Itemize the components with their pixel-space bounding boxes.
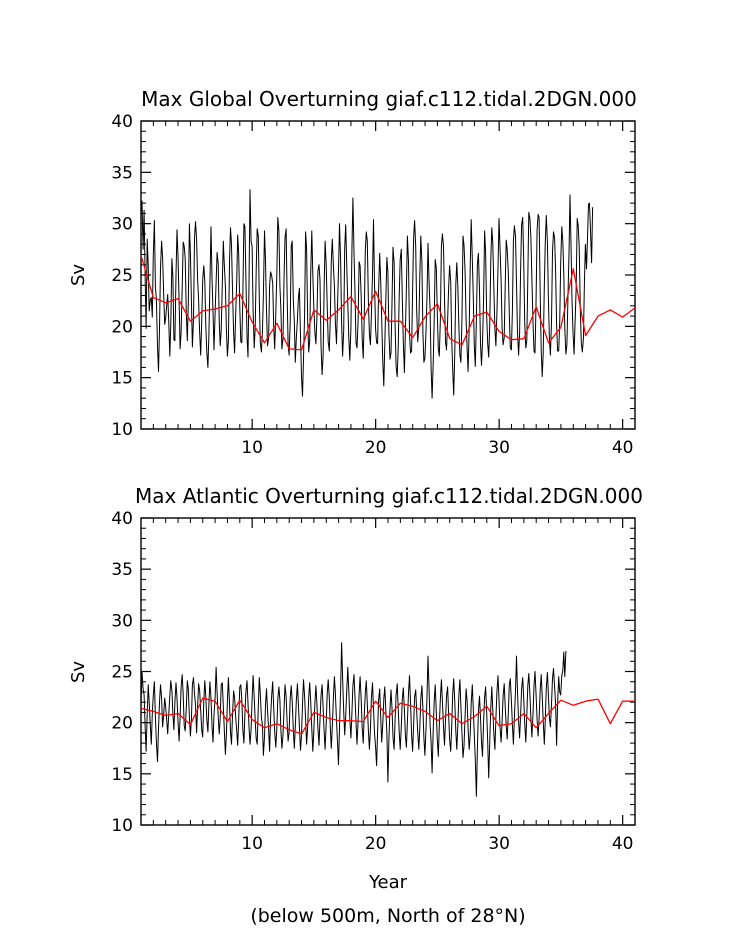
global-y-tick-label: 40 bbox=[111, 112, 133, 132]
global-y-axis-label: Sv bbox=[68, 264, 89, 286]
figure-caption: (below 500m, North of 28°N) bbox=[250, 905, 525, 927]
atlantic-y-tick-label: 35 bbox=[111, 560, 133, 580]
global-x-tick-label: 40 bbox=[612, 438, 634, 458]
atlantic-y-axis-label: Sv bbox=[68, 661, 89, 683]
global-y-tick-label: 20 bbox=[111, 317, 133, 337]
atlantic-panel-title: Max Atlantic Overturning giaf.c112.tidal… bbox=[135, 484, 643, 508]
atlantic-y-tick-label: 20 bbox=[111, 714, 133, 734]
global-x-tick-label: 30 bbox=[488, 438, 510, 458]
atlantic-y-tick-label: 10 bbox=[111, 816, 133, 836]
global-monthly-series-line bbox=[140, 189, 594, 399]
atlantic-overturning-panel: Max Atlantic Overturning giaf.c112.tidal… bbox=[68, 484, 643, 893]
global-annual-series-line bbox=[140, 255, 636, 351]
global-panel-title: Max Global Overturning giaf.c112.tidal.2… bbox=[141, 87, 637, 111]
global-y-tick-label: 30 bbox=[111, 215, 133, 235]
atlantic-y-tick-label: 30 bbox=[111, 611, 133, 631]
atlantic-x-tick-label: 40 bbox=[612, 834, 634, 854]
global-y-tick-label: 25 bbox=[111, 266, 133, 286]
atlantic-y-tick-label: 25 bbox=[111, 663, 133, 683]
atlantic-y-tick-label: 15 bbox=[111, 765, 133, 785]
atlantic-x-tick-label: 30 bbox=[488, 834, 510, 854]
atlantic-annual-series-line bbox=[140, 697, 635, 735]
global-y-tick-label: 15 bbox=[111, 369, 133, 389]
global-y-tick-label: 35 bbox=[111, 163, 133, 183]
atlantic-x-tick-label: 20 bbox=[365, 834, 387, 854]
atlantic-y-tick-label: 40 bbox=[111, 509, 133, 529]
global-x-tick-label: 20 bbox=[365, 438, 387, 458]
atlantic-x-tick-label: 10 bbox=[241, 834, 263, 854]
atlantic-x-axis-label: Year bbox=[368, 872, 408, 893]
global-y-tick-label: 10 bbox=[111, 420, 133, 440]
global-overturning-panel: Max Global Overturning giaf.c112.tidal.2… bbox=[68, 87, 637, 458]
global-x-tick-label: 10 bbox=[241, 438, 263, 458]
atlantic-monthly-series-line bbox=[140, 642, 567, 797]
